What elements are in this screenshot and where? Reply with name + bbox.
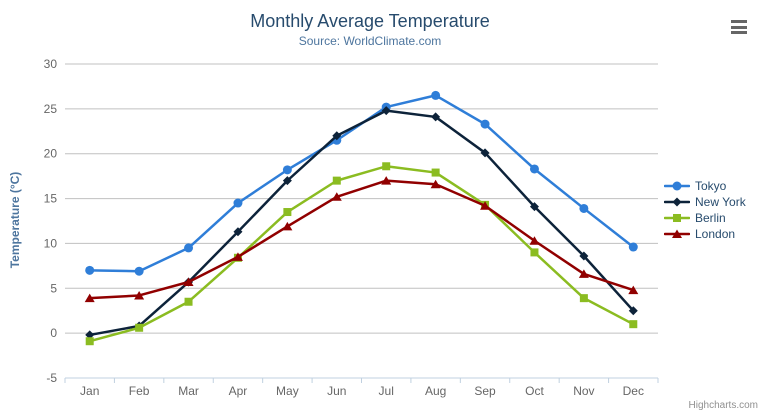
y-axis-tick-label: 25 xyxy=(44,102,58,116)
series-line-new-york xyxy=(88,109,635,337)
x-axis-tick-label: May xyxy=(276,384,299,398)
hamburger-bar xyxy=(731,25,747,29)
point-london-oct[interactable] xyxy=(529,236,540,245)
point-tokyo-aug[interactable] xyxy=(431,90,441,100)
point-tokyo-oct[interactable] xyxy=(529,164,539,174)
point-berlin-oct[interactable] xyxy=(530,248,539,257)
point-london-may[interactable] xyxy=(282,221,293,231)
legend-label-new-york: New York xyxy=(695,195,746,209)
point-tokyo-feb[interactable] xyxy=(134,266,144,276)
point-tokyo-jan[interactable] xyxy=(85,265,95,275)
point-london-dec[interactable] xyxy=(628,285,639,295)
point-london-mar[interactable] xyxy=(183,277,194,287)
berlin-legend-marker-icon xyxy=(664,214,690,222)
legend-item-london[interactable]: London xyxy=(664,226,746,242)
point-tokyo-dec[interactable] xyxy=(628,242,638,252)
x-axis-tick-label: Sep xyxy=(474,384,496,398)
legend-item-tokyo[interactable]: Tokyo xyxy=(664,178,746,194)
x-axis-tick-label: Dec xyxy=(623,384,644,398)
y-axis-tick-label: 10 xyxy=(44,236,58,250)
point-new-york-jan[interactable] xyxy=(85,330,95,340)
point-london-jan[interactable] xyxy=(84,293,95,303)
x-axis-tick-label: Nov xyxy=(573,384,594,398)
point-london-apr[interactable] xyxy=(232,252,243,261)
point-berlin-mar[interactable] xyxy=(184,297,193,306)
point-london-feb[interactable] xyxy=(134,290,145,300)
chart-subtitle: Source: WorldClimate.com xyxy=(298,34,442,48)
x-axis-tick-label: Jun xyxy=(327,384,346,398)
point-london-jun[interactable] xyxy=(331,192,342,201)
point-berlin-jan[interactable] xyxy=(85,337,94,346)
point-berlin-jul[interactable] xyxy=(382,162,391,171)
credits-link[interactable]: Highcharts.com xyxy=(688,400,758,411)
x-axis-tick-label: Aug xyxy=(425,384,446,398)
point-berlin-feb[interactable] xyxy=(135,323,144,332)
y-axis-tick-label: 15 xyxy=(44,192,58,206)
point-new-york-nov[interactable] xyxy=(579,251,589,261)
point-new-york-sep[interactable] xyxy=(480,148,490,158)
x-axis-tick-label: Mar xyxy=(178,384,199,398)
legend-label-tokyo: Tokyo xyxy=(695,179,727,193)
point-berlin-nov[interactable] xyxy=(579,294,588,303)
london-legend-marker-icon xyxy=(664,229,690,238)
point-new-york-jun[interactable] xyxy=(332,131,342,141)
point-tokyo-apr[interactable] xyxy=(233,198,243,208)
y-axis-tick-label: 30 xyxy=(44,57,58,71)
point-london-sep[interactable] xyxy=(480,201,491,210)
new-york-legend-marker-icon xyxy=(664,197,690,207)
hamburger-menu-icon[interactable] xyxy=(731,19,747,35)
point-berlin-jun[interactable] xyxy=(332,176,341,185)
hamburger-bar xyxy=(731,31,747,34)
y-axis-tick-label: 0 xyxy=(50,326,57,340)
series-line-tokyo xyxy=(88,94,635,273)
point-tokyo-may[interactable] xyxy=(282,165,292,175)
point-new-york-oct[interactable] xyxy=(529,202,539,212)
hamburger-bar xyxy=(731,20,747,23)
y-axis-tick-label: 5 xyxy=(50,281,57,295)
x-axis-tick-label: Jan xyxy=(80,384,99,398)
legend-label-london: London xyxy=(695,227,736,241)
x-axis-tick-label: Feb xyxy=(129,384,150,398)
point-tokyo-mar[interactable] xyxy=(184,243,194,253)
chart-title: Monthly Average Temperature xyxy=(250,11,490,31)
legend-label-berlin: Berlin xyxy=(695,211,726,225)
point-new-york-may[interactable] xyxy=(282,176,292,186)
point-london-nov[interactable] xyxy=(578,269,589,278)
point-london-aug[interactable] xyxy=(430,179,441,189)
point-new-york-jul[interactable] xyxy=(381,106,391,116)
point-berlin-aug[interactable] xyxy=(431,168,440,177)
point-berlin-dec[interactable] xyxy=(629,320,638,329)
y-axis-tick-label: 20 xyxy=(44,147,58,161)
legend-item-berlin[interactable]: Berlin xyxy=(664,210,746,226)
point-new-york-aug[interactable] xyxy=(431,112,441,122)
series-new-york xyxy=(85,106,638,340)
point-london-jul[interactable] xyxy=(381,176,392,185)
point-tokyo-sep[interactable] xyxy=(480,119,490,129)
x-axis-tick-label: Oct xyxy=(525,384,544,398)
point-tokyo-nov[interactable] xyxy=(579,203,589,213)
legend-item-new-york[interactable]: New York xyxy=(664,194,746,210)
y-axis-tick-label: -5 xyxy=(46,371,57,385)
point-new-york-dec[interactable] xyxy=(628,306,638,316)
point-new-york-apr[interactable] xyxy=(233,227,243,237)
series-london xyxy=(84,176,639,303)
x-axis-tick-label: Apr xyxy=(229,384,248,398)
series-line-london xyxy=(88,179,635,300)
legend: Tokyo New York Berlin London xyxy=(664,178,746,242)
tokyo-legend-marker-icon xyxy=(664,181,690,191)
x-axis-tick-label: Jul xyxy=(379,384,394,398)
series-line-berlin xyxy=(88,165,635,343)
point-berlin-may[interactable] xyxy=(283,208,292,217)
series-tokyo xyxy=(85,90,638,276)
